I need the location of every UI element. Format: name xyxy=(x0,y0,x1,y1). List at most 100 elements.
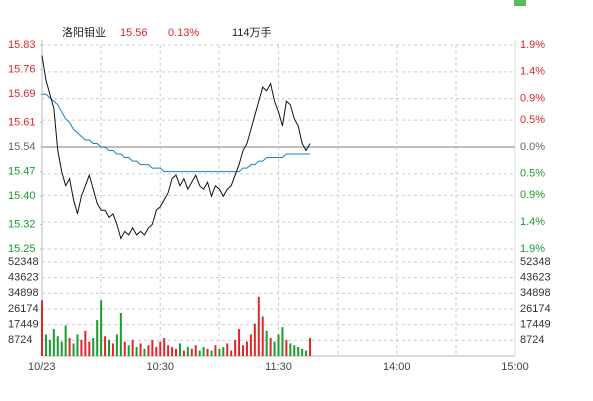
stock-name: 洛阳钼业 xyxy=(62,25,106,39)
volume-bar xyxy=(198,350,201,356)
volume-bar xyxy=(289,343,292,356)
v-tick-label: 26174 xyxy=(8,303,39,315)
stock-volume: 114万手 xyxy=(232,25,272,39)
v-tick-label: 34898 xyxy=(520,287,551,299)
volume-bar xyxy=(210,350,213,356)
y-tick-label: 15.25 xyxy=(8,243,36,255)
volume-bar xyxy=(285,339,288,356)
volume-bar xyxy=(230,350,233,356)
volume-bar xyxy=(123,341,126,356)
volume-bar xyxy=(108,339,111,356)
volume-bar xyxy=(261,316,264,356)
y-tick-label: 15.47 xyxy=(8,166,36,178)
v-tick-label: 17449 xyxy=(8,319,39,331)
volume-bar xyxy=(151,339,154,356)
volume-bar xyxy=(92,338,95,356)
volume-bar xyxy=(301,348,304,356)
y-tick-label: 15.32 xyxy=(8,218,36,230)
volume-bar xyxy=(257,296,260,356)
volume-bar xyxy=(72,343,75,356)
volume-bar xyxy=(305,350,308,356)
volume-bar xyxy=(222,347,225,356)
volume-bar xyxy=(100,300,103,356)
volume-bar xyxy=(194,345,197,356)
volume-bar xyxy=(41,300,43,356)
volume-bar xyxy=(80,339,83,356)
volume-bar xyxy=(119,312,122,356)
volume-bar xyxy=(234,339,237,356)
v-tick-label: 8724 xyxy=(520,334,544,346)
v-tick-label: 26174 xyxy=(520,303,551,315)
x-tick-label: 15:00 xyxy=(501,361,529,373)
volume-bar xyxy=(167,345,170,356)
volume-bar xyxy=(44,334,47,356)
volume-bar xyxy=(242,345,245,356)
volume-bar xyxy=(143,348,146,356)
stock-price: 15.56 xyxy=(120,27,148,39)
x-tick-label: 10/23 xyxy=(28,361,56,373)
volume-bar xyxy=(147,345,150,356)
price-line xyxy=(41,55,311,240)
y2-tick-label: 1.9% xyxy=(520,243,545,255)
volume-bar xyxy=(175,348,178,356)
stock-change: 0.13% xyxy=(168,27,199,39)
volume-bar xyxy=(104,336,107,356)
x-tick-label: 14:00 xyxy=(383,361,411,373)
volume-bar xyxy=(202,347,205,356)
v-tick-label: 52348 xyxy=(520,256,551,268)
y2-tick-label: 1.9% xyxy=(520,39,545,51)
volume-bar xyxy=(171,347,174,356)
volume-bar xyxy=(182,350,185,356)
y2-tick-label: 0.5% xyxy=(520,168,545,180)
status-icon xyxy=(514,0,526,6)
volume-bar xyxy=(249,334,252,356)
volume-bar xyxy=(131,339,134,356)
volume-bar xyxy=(48,339,51,356)
volume-bar xyxy=(178,343,181,356)
y-tick-label: 15.76 xyxy=(8,64,36,76)
y-tick-label: 15.54 xyxy=(8,141,36,153)
volume-bar xyxy=(60,341,63,356)
volume-bar xyxy=(127,345,130,356)
volume-bar xyxy=(135,347,138,356)
volume-bar xyxy=(206,348,209,356)
x-tick-label: 11:30 xyxy=(265,361,292,373)
volume-bar xyxy=(218,348,221,356)
volume-bar xyxy=(84,330,87,356)
volume-bar xyxy=(186,347,189,356)
volume-bar xyxy=(226,343,229,356)
volume-bar xyxy=(68,338,71,356)
y-tick-label: 15.61 xyxy=(8,116,36,128)
volume-bar xyxy=(245,341,248,356)
v-tick-label: 8724 xyxy=(8,334,32,346)
volume-bar xyxy=(273,341,276,356)
volume-bar xyxy=(214,345,217,356)
volume-bar xyxy=(309,338,312,356)
volume-bar xyxy=(88,341,91,356)
volume-bar xyxy=(111,343,114,356)
v-tick-label: 52348 xyxy=(8,256,39,268)
volume-bar xyxy=(64,325,67,356)
volume-bar xyxy=(115,334,118,356)
volume-bar xyxy=(238,329,241,356)
volume-bar xyxy=(52,329,55,356)
volume-bar xyxy=(253,323,256,356)
volume-bar xyxy=(159,341,162,356)
v-tick-label: 17449 xyxy=(520,319,551,331)
average-line xyxy=(42,93,311,173)
y-tick-label: 15.83 xyxy=(8,39,36,51)
volume-bar xyxy=(281,327,284,356)
volume-bar xyxy=(155,347,158,356)
x-tick-label: 10:30 xyxy=(146,361,174,373)
v-tick-label: 43623 xyxy=(8,272,39,284)
y2-tick-label: 0.9% xyxy=(520,93,545,105)
y-tick-label: 15.69 xyxy=(8,88,36,100)
volume-bar xyxy=(265,330,268,356)
y2-tick-label: 0.0% xyxy=(520,141,545,153)
volume-bar xyxy=(293,345,296,356)
y-tick-label: 15.40 xyxy=(8,190,36,202)
volume-bar xyxy=(297,347,300,356)
volume-bar xyxy=(56,336,59,356)
